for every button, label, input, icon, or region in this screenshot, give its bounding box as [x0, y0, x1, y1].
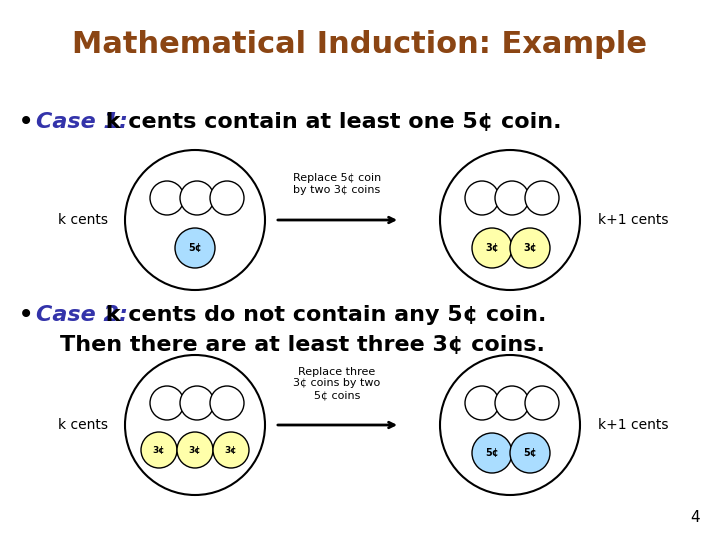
Text: k cents: k cents [58, 213, 108, 227]
Circle shape [125, 355, 265, 495]
Circle shape [465, 181, 499, 215]
Text: •: • [18, 108, 35, 136]
Circle shape [472, 228, 512, 268]
Circle shape [440, 150, 580, 290]
Text: k cents do not contain any 5¢ coin.: k cents do not contain any 5¢ coin. [98, 305, 546, 325]
Text: k cents: k cents [58, 418, 108, 432]
Circle shape [440, 355, 580, 495]
Circle shape [510, 228, 550, 268]
Circle shape [177, 432, 213, 468]
Circle shape [495, 386, 529, 420]
Circle shape [213, 432, 249, 468]
Text: Mathematical Induction: Example: Mathematical Induction: Example [73, 30, 647, 59]
Circle shape [141, 432, 177, 468]
Text: •: • [18, 301, 35, 329]
Text: 3¢: 3¢ [189, 446, 201, 455]
Circle shape [510, 433, 550, 473]
Text: k+1 cents: k+1 cents [598, 213, 668, 227]
Circle shape [150, 386, 184, 420]
Circle shape [525, 181, 559, 215]
Text: 5¢: 5¢ [485, 448, 499, 458]
Text: 5¢: 5¢ [523, 448, 537, 458]
Text: 3¢: 3¢ [523, 243, 537, 253]
Text: 4: 4 [690, 510, 700, 525]
Text: Then there are at least three 3¢ coins.: Then there are at least three 3¢ coins. [60, 335, 545, 355]
Circle shape [175, 228, 215, 268]
Circle shape [150, 181, 184, 215]
Text: 3¢: 3¢ [153, 446, 165, 455]
Text: Case 2:: Case 2: [36, 305, 128, 325]
Circle shape [472, 433, 512, 473]
Circle shape [210, 181, 244, 215]
Circle shape [180, 181, 214, 215]
Circle shape [180, 386, 214, 420]
Text: k+1 cents: k+1 cents [598, 418, 668, 432]
Text: 3¢: 3¢ [485, 243, 499, 253]
Text: 3¢: 3¢ [225, 446, 237, 455]
Text: Replace 5¢ coin
by two 3¢ coins: Replace 5¢ coin by two 3¢ coins [293, 173, 381, 195]
Circle shape [125, 150, 265, 290]
Circle shape [525, 386, 559, 420]
Text: Case 1:: Case 1: [36, 112, 128, 132]
Text: k cents contain at least one 5¢ coin.: k cents contain at least one 5¢ coin. [98, 112, 562, 132]
Circle shape [210, 386, 244, 420]
Text: 5¢: 5¢ [188, 243, 202, 253]
Text: Replace three
3¢ coins by two
5¢ coins: Replace three 3¢ coins by two 5¢ coins [293, 367, 381, 400]
Circle shape [495, 181, 529, 215]
Circle shape [465, 386, 499, 420]
